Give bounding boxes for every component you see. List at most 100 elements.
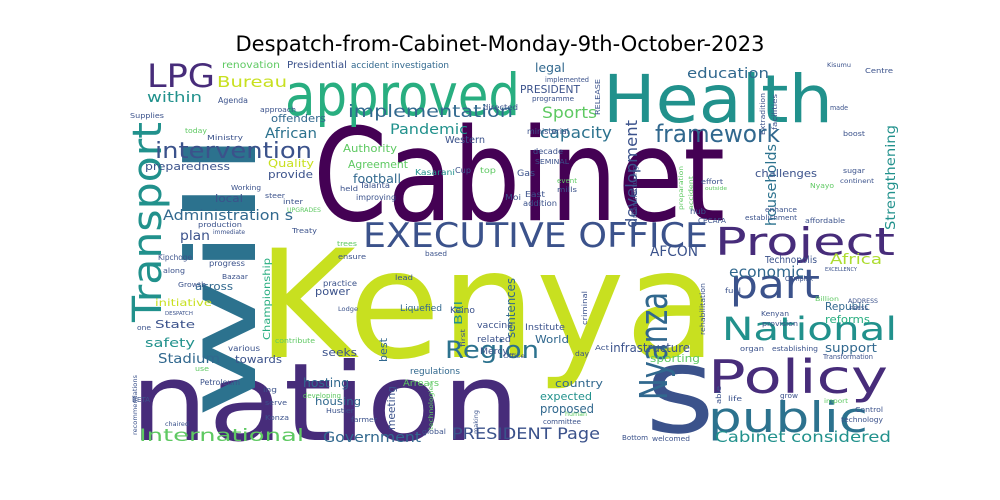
word-plan: plan: [180, 229, 210, 244]
word-working: Working: [231, 184, 261, 192]
word-world: World: [535, 333, 569, 346]
word-african: African: [265, 126, 317, 142]
word-households: households: [764, 144, 780, 226]
word-education: education: [687, 66, 769, 82]
word-president: PRESIDENT: [520, 83, 580, 96]
word-cabinet: Cabinet: [313, 102, 725, 251]
word-hustler: Hustler: [326, 407, 354, 415]
word-talanta: Talanta: [359, 181, 390, 190]
word-inter: inter: [283, 198, 303, 206]
word-making: making: [473, 410, 480, 434]
word-football: football: [353, 172, 401, 186]
word-hub: hub: [690, 207, 706, 216]
word-production: production: [198, 221, 242, 229]
word-pandemic: Pandemic: [390, 122, 468, 138]
word-mercy: Mercy: [480, 347, 509, 357]
word-rehabilitation: rehabilitation: [699, 283, 707, 335]
word-cloud-canvas: Cabinet Kenya nation Health will s appro…: [125, 60, 899, 450]
word-sporting: sporting: [650, 352, 700, 365]
word-ing: ing: [263, 386, 277, 394]
word-related: related: [477, 335, 511, 345]
word-cloud: Cabinet Kenya nation Health will s appro…: [125, 60, 900, 450]
word-quality: Quality: [268, 157, 315, 170]
word-human: human: [565, 411, 587, 418]
word-administration-s: Administration s: [163, 208, 293, 224]
word-bill: Bill: [452, 301, 465, 325]
word-continent: continent: [840, 178, 875, 185]
word-trees: trees: [337, 240, 357, 248]
word-criminal: criminal: [581, 291, 589, 325]
word-sentences: sentences: [504, 278, 518, 338]
word-seeks: seeks: [322, 346, 357, 359]
word-complex: Complex: [785, 275, 813, 283]
word-proposed: proposed: [540, 402, 594, 416]
word-part: part: [730, 262, 820, 308]
word-immediate: immediate: [213, 229, 245, 236]
word-today: today: [185, 127, 207, 135]
word-bottom: Bottom: [622, 434, 648, 442]
word-cup: Cup: [455, 166, 471, 175]
word-day: day: [575, 350, 589, 358]
word-regulations: regulations: [410, 367, 460, 377]
word-development: development: [622, 120, 641, 228]
word-executive-office: EXECUTIVE OFFICE: [363, 216, 708, 256]
word-boost: boost: [843, 130, 865, 138]
word-committee: committee: [543, 418, 581, 426]
word-able: able: [715, 386, 723, 404]
word-nyanza: Nyanza: [632, 292, 676, 400]
word-kenya: Kenya: [257, 219, 717, 393]
word-afcon: AFCON: [650, 244, 698, 260]
word-intervention: intervention: [155, 139, 312, 164]
word-lodge: Lodge: [338, 306, 358, 313]
word-framework: framework: [655, 120, 780, 148]
word-agreement: Agreement: [348, 158, 409, 171]
word-transformation: Transformation: [822, 353, 873, 361]
word-best: best: [377, 337, 390, 362]
word-various: various: [228, 344, 260, 353]
word-liquefied: Liquefied: [400, 304, 442, 314]
word-towards: towards: [235, 353, 282, 366]
word-challenges: challenges: [755, 167, 817, 180]
word-national: National: [722, 310, 897, 348]
word-billion: Billion: [815, 296, 839, 303]
word-address: ADDRESS: [848, 298, 878, 305]
word-africa: Africa: [830, 252, 882, 268]
word-farmer: farmer: [351, 416, 377, 424]
word-konza: Konza: [265, 414, 289, 422]
word-western: Western: [445, 135, 485, 146]
word-housing: housing: [315, 395, 361, 408]
word-implementation: implementation: [348, 102, 513, 122]
word-nation: nation: [130, 341, 520, 450]
word-stadium: Stadium: [158, 352, 220, 367]
word-contribute: contribute: [275, 337, 315, 345]
word-centre: Centre: [865, 67, 893, 75]
word-economic: economic: [729, 263, 804, 281]
word-vaccine: vaccine: [477, 321, 513, 331]
word-act: Act: [595, 344, 609, 352]
word-preparedness: preparedness: [145, 160, 230, 173]
word-approach: approach: [260, 106, 296, 114]
word-keino: Keino: [450, 306, 475, 316]
word-made: made: [830, 104, 848, 112]
word-sports: Sports: [542, 103, 597, 122]
word-along: along: [163, 267, 185, 275]
word-policy: Policy: [708, 350, 888, 404]
word-kasarani: Kasarani: [415, 168, 455, 177]
word-petroleum: Petroleum: [200, 378, 240, 387]
word-lead: lead: [395, 274, 413, 282]
word-affordable: affordable: [805, 217, 845, 225]
word-bazaar: Bazaar: [222, 273, 248, 281]
word-state: State: [155, 318, 195, 331]
word-kenyan: Kenyan: [761, 310, 789, 318]
word-manufacturing: manufacturing: [631, 166, 639, 218]
word-steer: steer: [265, 192, 285, 200]
word-import: import: [824, 398, 849, 405]
word-organ: organ: [740, 345, 764, 353]
word-local: local: [215, 192, 243, 205]
word-control: Control: [855, 406, 883, 414]
word-developing: developing: [303, 392, 341, 400]
word-life: life: [728, 395, 742, 403]
word-ministry: Ministry: [207, 134, 243, 142]
word-reforms: reforms: [825, 313, 870, 326]
word-institute: Institute: [525, 323, 565, 333]
